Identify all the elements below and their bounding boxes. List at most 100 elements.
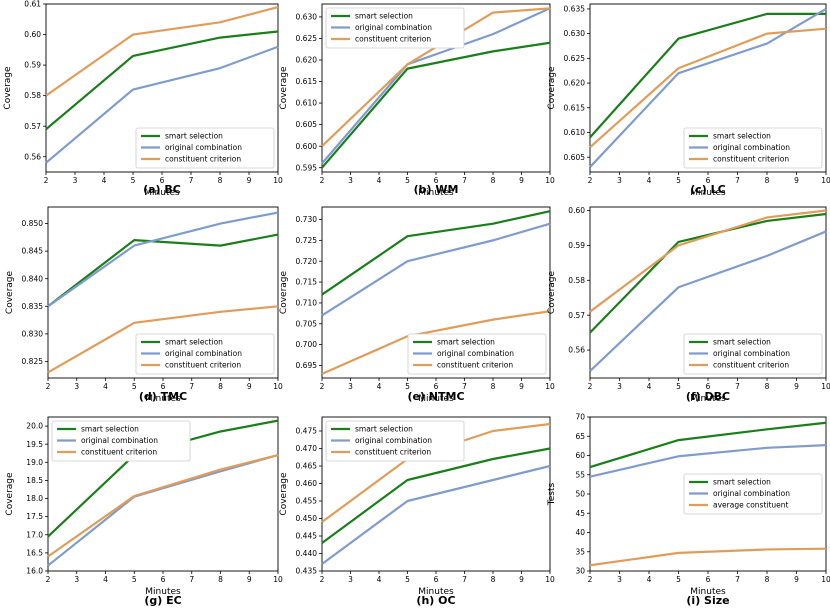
y-tick-label: 0.59 bbox=[24, 61, 41, 70]
x-tick-label: 4 bbox=[647, 575, 652, 584]
legend-label-3: constituent criterion bbox=[165, 361, 241, 370]
x-tick-label: 5 bbox=[131, 176, 136, 185]
y-tick-label: 19.0 bbox=[26, 458, 43, 467]
y-tick-label: 0.620 bbox=[296, 56, 318, 65]
y-tick-label: 18.0 bbox=[26, 494, 43, 503]
legend-label-2: original combination bbox=[713, 349, 790, 358]
x-tick-label: 5 bbox=[676, 575, 681, 584]
series-line-3 bbox=[321, 310, 551, 375]
legend: smart selection original combination const… bbox=[683, 333, 823, 375]
y-axis-label: Coverage bbox=[5, 472, 15, 516]
y-tick-label: 0.725 bbox=[296, 236, 318, 245]
series-line-1 bbox=[589, 421, 827, 469]
y-tick-label: 0.56 bbox=[24, 152, 41, 161]
panel-caption: (f) DBC bbox=[686, 390, 730, 403]
chart-panel-7: 2 3 4 5 6 7 8 9 10 16.0 16.5 17.0 17.5 18.0 18.5 19.0 19… bbox=[5, 416, 283, 607]
legend-frame bbox=[683, 127, 823, 169]
y-tick-label: 40 bbox=[575, 528, 585, 537]
legend-label-3: constituent criterion bbox=[165, 155, 241, 164]
series-line-2 bbox=[589, 230, 827, 372]
x-tick-label: 7 bbox=[735, 575, 740, 584]
legend-label-2: original combination bbox=[713, 489, 790, 498]
y-tick-label: 0.695 bbox=[296, 361, 318, 370]
y-tick-label: 0.620 bbox=[564, 79, 586, 88]
x-tick-label: 4 bbox=[377, 382, 382, 391]
legend-label-1: smart selection bbox=[355, 12, 413, 21]
y-tick-label: 0.830 bbox=[22, 329, 44, 338]
x-axis-label: Minutes bbox=[690, 587, 726, 597]
series-line-3 bbox=[47, 305, 279, 374]
x-tick-label: 10 bbox=[821, 176, 830, 185]
x-tick-label: 10 bbox=[821, 382, 830, 391]
y-tick-label: 0.625 bbox=[564, 54, 586, 63]
chart-panel-1: 2 3 4 5 6 7 8 9 10 0.56 0.57 0.58 0.59 0.60 0.61 Minute… bbox=[3, 0, 283, 198]
y-tick-label: 0.605 bbox=[296, 120, 318, 129]
x-axis-label: Minutes bbox=[145, 394, 181, 404]
y-tick-label: 0.445 bbox=[296, 532, 318, 541]
series-line-3 bbox=[589, 209, 827, 313]
x-axis-label: Minutes bbox=[418, 587, 454, 597]
series-line-3 bbox=[589, 27, 827, 149]
y-tick-label: 0.450 bbox=[296, 514, 318, 523]
x-tick-label: 8 bbox=[218, 176, 223, 185]
legend-label-2: original combination bbox=[713, 143, 790, 152]
x-tick-label: 8 bbox=[491, 382, 496, 391]
legend-label-1: smart selection bbox=[713, 132, 771, 141]
legend-frame bbox=[683, 473, 823, 515]
y-tick-label: 35 bbox=[575, 547, 585, 556]
x-tick-label: 2 bbox=[320, 575, 325, 584]
x-tick-label: 2 bbox=[588, 382, 593, 391]
y-tick-label: 16.0 bbox=[26, 567, 43, 576]
y-tick-label: 0.60 bbox=[568, 206, 585, 215]
x-tick-label: 6 bbox=[161, 382, 166, 391]
x-tick-label: 8 bbox=[765, 176, 770, 185]
series-line-2 bbox=[47, 453, 279, 567]
y-tick-label: 0.58 bbox=[568, 276, 585, 285]
y-tick-label: 0.435 bbox=[296, 567, 318, 576]
legend-label-3: constituent criterion bbox=[713, 155, 789, 164]
series-line-1 bbox=[321, 41, 551, 169]
x-tick-label: 4 bbox=[647, 382, 652, 391]
x-tick-label: 9 bbox=[247, 382, 252, 391]
x-tick-label: 2 bbox=[588, 575, 593, 584]
y-tick-label: 0.600 bbox=[296, 142, 318, 151]
x-tick-label: 3 bbox=[617, 575, 622, 584]
x-tick-label: 4 bbox=[647, 176, 652, 185]
y-tick-label: 0.710 bbox=[296, 299, 318, 308]
y-tick-label: 0.60 bbox=[24, 30, 41, 39]
y-tick-label: 0.475 bbox=[296, 427, 318, 436]
y-axis-label: Coverage bbox=[5, 270, 15, 314]
panel-caption: (d) TMC bbox=[139, 390, 187, 403]
x-tick-label: 6 bbox=[706, 176, 711, 185]
x-axis-label: Minutes bbox=[690, 188, 726, 198]
y-tick-label: 70 bbox=[575, 413, 585, 422]
x-tick-label: 10 bbox=[545, 382, 555, 391]
series-line-2 bbox=[321, 464, 551, 565]
x-tick-label: 4 bbox=[103, 575, 108, 584]
x-tick-label: 5 bbox=[405, 575, 410, 584]
x-tick-label: 7 bbox=[462, 575, 467, 584]
series-line-2 bbox=[47, 211, 279, 308]
x-tick-label: 7 bbox=[462, 176, 467, 185]
y-tick-label: 0.470 bbox=[296, 444, 318, 453]
y-tick-label: 0.840 bbox=[22, 274, 44, 283]
panel-caption: (g) EC bbox=[144, 594, 181, 607]
x-axis-label: Minutes bbox=[690, 394, 726, 404]
y-tick-label: 16.5 bbox=[26, 548, 43, 557]
x-tick-label: 9 bbox=[794, 176, 799, 185]
x-tick-label: 7 bbox=[735, 382, 740, 391]
x-tick-label: 7 bbox=[189, 176, 194, 185]
y-tick-label: 0.730 bbox=[296, 215, 318, 224]
panel-caption: (c) LC bbox=[690, 183, 726, 196]
y-tick-label: 0.825 bbox=[22, 357, 44, 366]
legend: smart selection original combination const… bbox=[407, 333, 547, 375]
legend-label-2: original combination bbox=[165, 349, 242, 358]
y-tick-label: 0.59 bbox=[568, 241, 585, 250]
series-line-1 bbox=[589, 212, 827, 334]
x-tick-label: 2 bbox=[46, 575, 51, 584]
legend-frame bbox=[683, 333, 823, 375]
y-tick-label: 0.615 bbox=[296, 77, 318, 86]
x-tick-label: 8 bbox=[491, 575, 496, 584]
legend-label-2: original combination bbox=[165, 143, 242, 152]
series-line-2 bbox=[589, 444, 827, 478]
